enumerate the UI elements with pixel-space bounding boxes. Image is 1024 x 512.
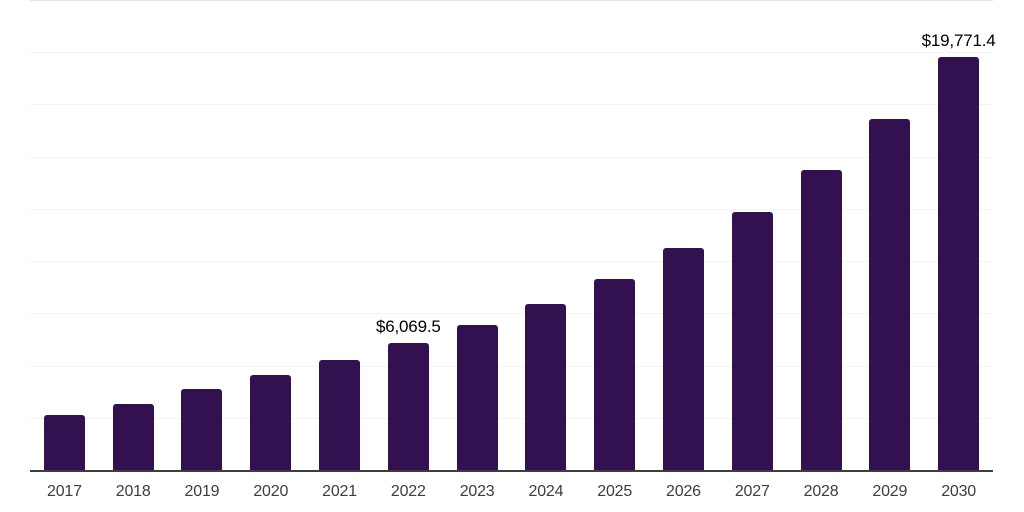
gridline [30, 104, 993, 106]
bar-2025 [594, 279, 636, 470]
gridline [30, 365, 993, 367]
bar-2018 [112, 404, 154, 470]
bar-2022 [387, 343, 429, 470]
x-axis-label-2026: 2026 [666, 483, 701, 500]
gridline [30, 417, 993, 419]
bar-2017 [43, 415, 85, 470]
gridline [30, 208, 993, 210]
gridline [30, 261, 993, 263]
gridline [30, 0, 993, 1]
bar-2024 [525, 303, 567, 470]
x-axis-label-2018: 2018 [115, 483, 151, 500]
bar-2030 [938, 57, 980, 470]
bar-2023 [456, 325, 498, 470]
x-axis-label-2017: 2017 [46, 483, 82, 500]
bar-2026 [662, 247, 704, 470]
bar-2028 [800, 170, 842, 470]
data-label-2022: $6,069.5 [376, 317, 441, 337]
x-axis-label-2025: 2025 [597, 483, 633, 500]
gridline [30, 313, 993, 315]
bar-2020 [250, 374, 292, 470]
x-axis-label-2024: 2024 [528, 483, 564, 500]
x-axis-label-2021: 2021 [322, 483, 357, 500]
gridline [30, 156, 993, 158]
bar-2019 [181, 388, 223, 470]
x-axis-label-2030: 2030 [941, 483, 976, 500]
x-axis-label-2027: 2027 [734, 483, 770, 500]
bar-2027 [731, 212, 773, 470]
bar-2021 [319, 360, 361, 470]
x-axis-label-2029: 2029 [872, 483, 908, 500]
x-axis-label-2022: 2022 [390, 483, 426, 500]
bar-2029 [869, 119, 911, 470]
x-axis-label-2028: 2028 [803, 483, 839, 500]
plot-area: $6,069.5 $19,771.4 [30, 0, 996, 472]
x-axis-label-2020: 2020 [253, 483, 289, 500]
gridline [30, 52, 993, 54]
x-axis-label-2019: 2019 [184, 483, 220, 500]
x-axis-label-2023: 2023 [459, 483, 495, 500]
data-label-2030: $19,771.4 [921, 31, 996, 50]
